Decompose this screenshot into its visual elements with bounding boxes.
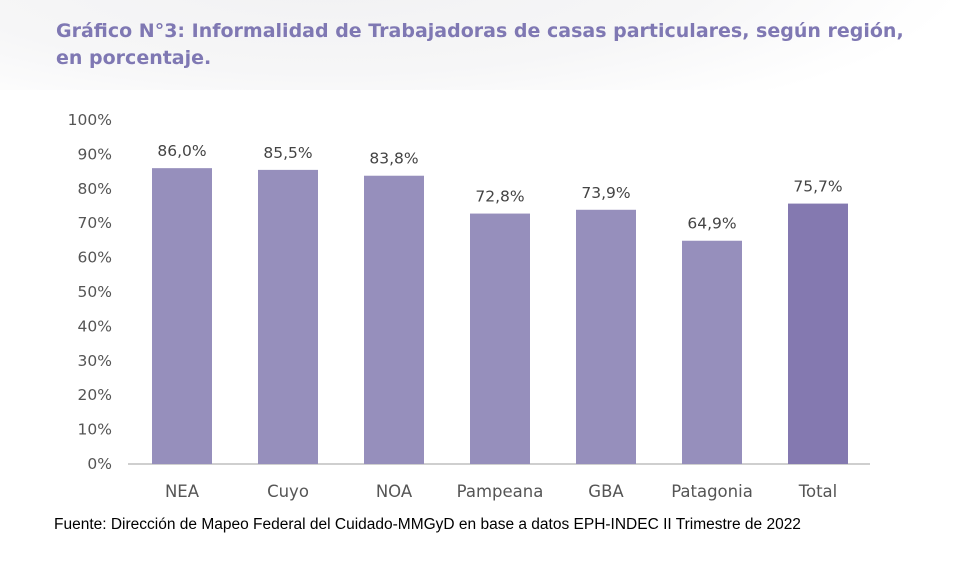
data-label: 73,9% [581,184,630,202]
y-tick-label: 90% [78,145,112,163]
source-footnote: Fuente: Dirección de Mapeo Federal del C… [54,516,801,533]
y-tick-label: 10% [78,421,112,439]
bar-nea [152,168,212,464]
y-tick-label: 30% [78,352,112,370]
data-label: 75,7% [793,178,842,196]
bar-gba [576,209,636,464]
bar-total [788,203,848,465]
x-tick-label: NOA [376,482,413,501]
x-tick-label: Pampeana [457,482,544,501]
y-tick-label: 40% [78,317,112,335]
x-tick-label: Total [798,482,838,501]
y-tick-label: 100% [68,111,112,129]
x-tick-label: Patagonia [671,482,753,501]
background-decoration [0,0,966,90]
data-label: 72,8% [475,188,524,206]
bar-noa [364,175,424,464]
y-tick-label: 50% [78,283,112,301]
y-tick-label: 80% [78,180,112,198]
data-label: 86,0% [157,142,206,160]
x-tick-label: NEA [165,482,200,501]
data-label: 83,8% [369,150,418,168]
chart-title: Gráfico N°3: Informalidad de Trabajadora… [56,20,904,69]
x-tick-label: Cuyo [267,482,309,501]
data-label: 64,9% [687,215,736,233]
x-tick-label: GBA [588,482,624,501]
bar-cuyo [258,169,318,464]
y-tick-label: 70% [78,214,112,232]
y-tick-label: 60% [78,249,112,267]
bar-pampeana [470,213,530,464]
y-tick-label: 20% [78,386,112,404]
y-tick-label: 0% [87,455,112,473]
data-label: 85,5% [263,144,312,162]
bar-patagonia [682,240,742,464]
